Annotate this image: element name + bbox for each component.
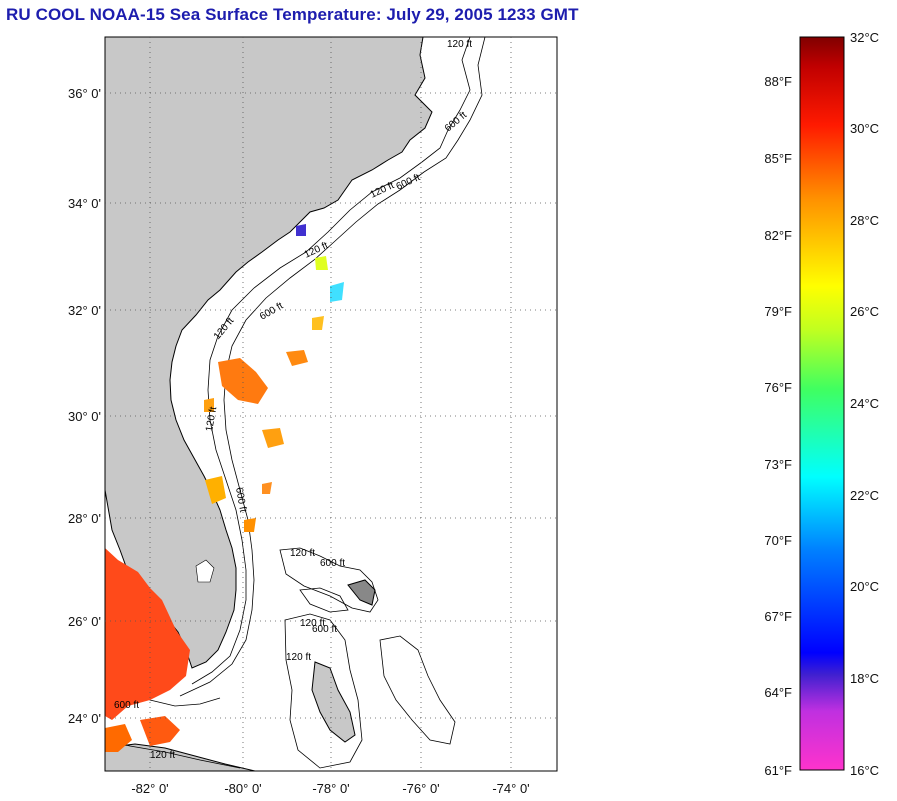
land-andros — [311, 661, 356, 743]
contour-label: 600 ft — [320, 558, 345, 569]
fahrenheit-label: 82°F — [764, 228, 792, 243]
lat-label: 26° 0' — [68, 614, 101, 629]
graticule — [105, 37, 557, 771]
sst-patches — [105, 224, 344, 752]
celsius-label: 20°C — [850, 579, 879, 594]
fahrenheit-label: 70°F — [764, 533, 792, 548]
latitude-labels: 36° 0' 34° 0' 32° 0' 30° 0' 28° 0' 26° 0… — [68, 86, 101, 726]
fahrenheit-label: 64°F — [764, 685, 792, 700]
colorbar-celsius-labels: 32°C 30°C 28°C 26°C 24°C 22°C 20°C 18°C … — [850, 30, 879, 778]
contour-label: 120 ft — [286, 652, 311, 663]
lat-label: 32° 0' — [68, 303, 101, 318]
celsius-label: 16°C — [850, 763, 879, 778]
lon-label: -80° 0' — [224, 781, 261, 796]
fahrenheit-label: 76°F — [764, 380, 792, 395]
fahrenheit-label: 73°F — [764, 457, 792, 472]
lat-label: 24° 0' — [68, 711, 101, 726]
lat-label: 28° 0' — [68, 511, 101, 526]
celsius-label: 22°C — [850, 488, 879, 503]
fahrenheit-label: 85°F — [764, 151, 792, 166]
contour-label: 600 ft — [233, 487, 248, 514]
contour-label: 600 ft — [114, 700, 139, 711]
celsius-label: 26°C — [850, 304, 879, 319]
colorbar-fahrenheit-labels: 88°F 85°F 82°F 79°F 76°F 73°F 70°F 67°F … — [764, 74, 792, 778]
contour-label: 120 ft — [150, 750, 175, 761]
sst-colorbar — [799, 36, 845, 771]
fahrenheit-label: 67°F — [764, 609, 792, 624]
contour-label: 120 ft — [447, 39, 472, 50]
lon-label: -76° 0' — [402, 781, 439, 796]
celsius-label: 18°C — [850, 671, 879, 686]
fahrenheit-label: 61°F — [764, 763, 792, 778]
contour-label: 120 ft — [300, 618, 325, 629]
contour-label: 120 ft — [204, 406, 219, 433]
land-grand-bahama — [347, 579, 376, 606]
lat-label: 34° 0' — [68, 196, 101, 211]
lat-label: 30° 0' — [68, 409, 101, 424]
contour-label: 600 ft — [312, 624, 337, 635]
celsius-label: 30°C — [850, 121, 879, 136]
longitude-labels: -82° 0' -80° 0' -78° 0' -76° 0' -74° 0' — [131, 781, 529, 796]
celsius-label: 28°C — [850, 213, 879, 228]
celsius-label: 32°C — [850, 30, 879, 45]
lon-label: -78° 0' — [312, 781, 349, 796]
fahrenheit-label: 88°F — [764, 74, 792, 89]
map-title: RU COOL NOAA-15 Sea Surface Temperature:… — [6, 5, 579, 24]
lon-label: -82° 0' — [131, 781, 168, 796]
contour-label: 120 ft — [290, 548, 315, 559]
land-inland-lake — [195, 559, 215, 583]
lon-label: -74° 0' — [492, 781, 529, 796]
lat-label: 36° 0' — [68, 86, 101, 101]
fahrenheit-label: 79°F — [764, 304, 792, 319]
celsius-label: 24°C — [850, 396, 879, 411]
